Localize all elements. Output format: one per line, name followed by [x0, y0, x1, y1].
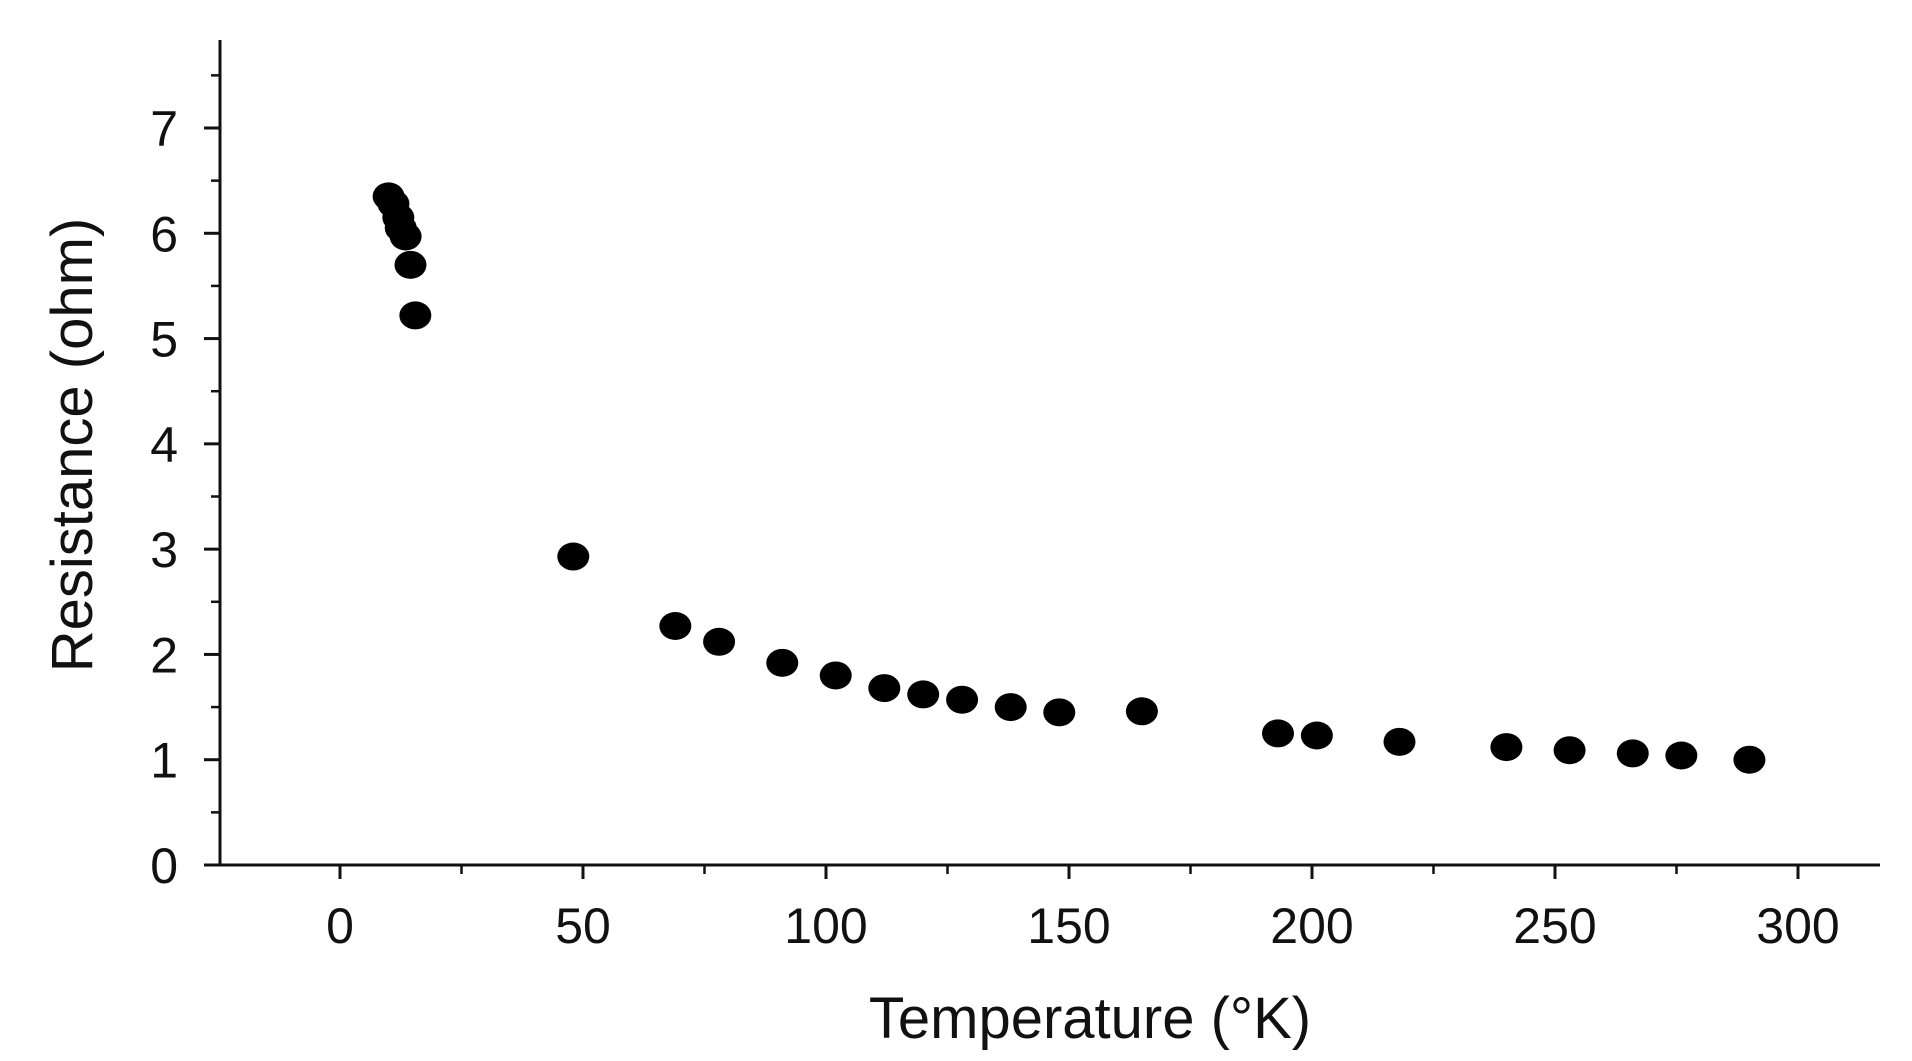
- tick-labels: 0 50 100 150 200 250 300 0 1 2 3 4 5 6 7: [150, 101, 1840, 954]
- x-tick-label: 100: [784, 898, 867, 954]
- y-tick-label: 5: [150, 312, 178, 368]
- data-point: [1616, 739, 1649, 768]
- data-point: [994, 693, 1027, 722]
- data-point: [1383, 727, 1416, 756]
- y-tick-label: 4: [150, 417, 178, 473]
- x-tick-label: 300: [1756, 898, 1839, 954]
- data-point: [394, 250, 427, 279]
- y-tick-label: 7: [150, 101, 178, 157]
- data-point: [946, 685, 979, 714]
- x-tick-label: 150: [1027, 898, 1110, 954]
- y-tick-label: 2: [150, 627, 178, 683]
- data-point: [907, 680, 940, 709]
- ticks: [204, 74, 1800, 879]
- data-point: [659, 612, 692, 641]
- y-tick-label: 6: [150, 206, 178, 262]
- x-tick-label: 0: [326, 898, 354, 954]
- data-point: [1490, 733, 1523, 762]
- x-axis-title: Temperature (°K): [869, 986, 1311, 1051]
- x-tick-label: 50: [555, 898, 611, 954]
- x-tick-label: 250: [1513, 898, 1596, 954]
- y-tick-label: 0: [150, 838, 178, 894]
- data-point: [1261, 719, 1294, 748]
- data-point: [1043, 698, 1076, 727]
- y-axis-title: Resistance (ohm): [40, 218, 105, 672]
- data-point: [819, 661, 852, 690]
- data-point: [703, 627, 736, 656]
- data-point: [1665, 741, 1698, 770]
- x-tick-label: 200: [1270, 898, 1353, 954]
- data-point: [1733, 745, 1766, 774]
- data-point: [557, 542, 590, 571]
- axes: [218, 40, 1880, 867]
- y-tick-label: 3: [150, 522, 178, 578]
- data-point: [868, 674, 901, 703]
- data-point: [1300, 721, 1333, 750]
- data-point: [389, 222, 422, 251]
- y-tick-label: 1: [150, 733, 178, 789]
- data-points: [372, 182, 1766, 774]
- data-point: [766, 648, 799, 677]
- data-point: [399, 301, 432, 330]
- data-point: [1125, 697, 1158, 726]
- data-point: [1553, 736, 1586, 765]
